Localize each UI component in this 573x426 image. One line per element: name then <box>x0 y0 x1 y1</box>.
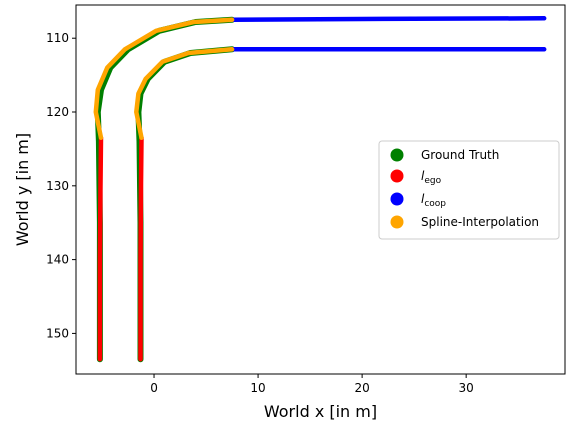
x-tick-label-20: 20 <box>354 381 369 395</box>
legend-marker-l-ego <box>390 169 404 183</box>
legend-label-l-ego-sub: ego <box>424 176 441 186</box>
y-axis-ticks: 110 120 130 140 150 <box>46 31 76 340</box>
series-l-ego-curve-1 <box>97 135 104 362</box>
legend-marker-ground-truth <box>390 148 404 162</box>
series-l-ego-curve-2 <box>138 135 144 362</box>
y-tick-label-110: 110 <box>46 31 69 45</box>
legend-label-l-coop: lcoop <box>421 192 446 209</box>
y-tick-label-150: 150 <box>46 326 69 340</box>
series-l-coop-curve-1 <box>229 16 547 23</box>
legend: Ground Truth lego lcoop Spline-Interpola… <box>378 140 560 240</box>
y-tick-label-140: 140 <box>46 253 69 267</box>
legend-label-l-ego: lego <box>421 169 442 186</box>
legend-label-l-ego-main: l <box>421 169 425 183</box>
legend-marker-l-coop <box>390 192 404 206</box>
legend-box <box>378 140 560 240</box>
series-spline-interpolation-curve-1 <box>93 17 235 141</box>
x-axis-label: World x [in m] <box>264 402 377 421</box>
y-tick-label-130: 130 <box>46 179 69 193</box>
plot-series <box>93 16 547 363</box>
series-spline-interpolation-curve-2 <box>134 47 235 141</box>
x-tick-label-10: 10 <box>250 381 265 395</box>
legend-marker-spline-interpolation <box>390 215 404 229</box>
x-axis-ticks: 0 10 20 30 <box>150 374 474 395</box>
legend-label-ground-truth: Ground Truth <box>421 148 499 162</box>
x-tick-label-30: 30 <box>459 381 474 395</box>
y-axis-label: World y [in m] <box>13 133 32 246</box>
legend-label-spline-interpolation: Spline-Interpolation <box>421 215 539 229</box>
x-tick-label-0: 0 <box>150 381 158 395</box>
legend-label-l-coop-main: l <box>421 192 425 206</box>
plot-frame <box>75 4 566 375</box>
y-tick-label-120: 120 <box>46 105 69 119</box>
legend-label-l-coop-sub: coop <box>424 199 446 209</box>
